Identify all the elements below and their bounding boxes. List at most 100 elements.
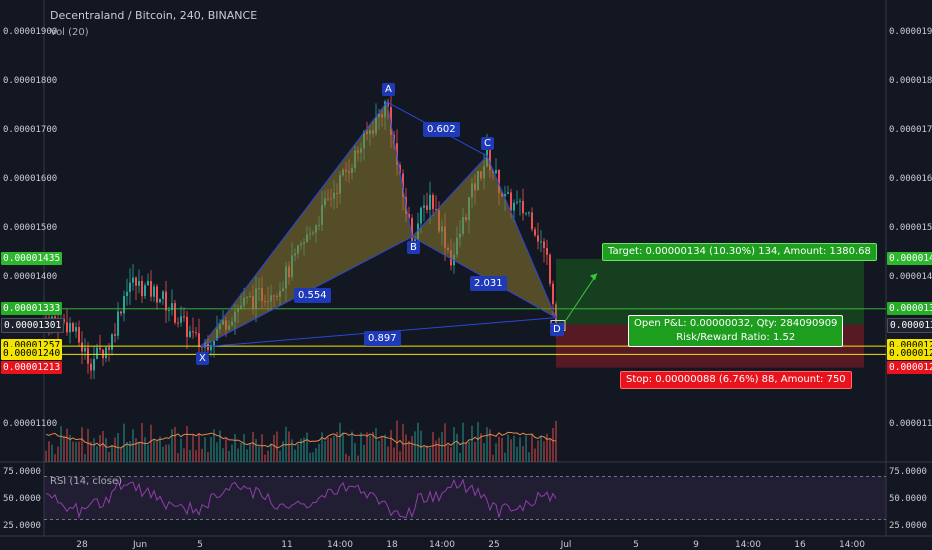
volume-bar	[279, 450, 281, 462]
volume-bar	[291, 439, 293, 462]
candle-body	[168, 309, 170, 311]
candle-body	[147, 281, 149, 286]
volume-bar	[120, 448, 122, 462]
price-tick-right: 0.00001800	[889, 76, 932, 86]
volume-bar	[339, 422, 341, 462]
rsi-indicator-label[interactable]: RSI (14, close)	[50, 476, 123, 487]
volume-bar	[420, 430, 422, 462]
pattern-point-x[interactable]: X	[196, 352, 209, 366]
pattern-point-c[interactable]: C	[481, 136, 494, 150]
price-tag-right: 0.00001213	[887, 360, 932, 374]
volume-bar	[66, 428, 68, 462]
volume-bar	[84, 454, 86, 462]
volume-bar	[381, 437, 383, 462]
candle-body	[93, 358, 95, 371]
pattern-ratio-xab[interactable]: 0.554	[294, 288, 331, 303]
candle-body	[399, 164, 401, 174]
volume-bar	[537, 440, 539, 462]
stop-label[interactable]: Stop: 0.00000088 (6.76%) 88, Amount: 750	[620, 370, 852, 389]
volume-bar	[267, 450, 269, 462]
pattern-ratio-bcd[interactable]: 2.031	[470, 276, 507, 291]
volume-bar	[99, 435, 101, 462]
volume-bar	[450, 447, 452, 462]
volume-bar	[54, 454, 56, 462]
volume-bar	[447, 445, 449, 462]
time-tick: 14:00	[735, 540, 761, 550]
time-tick: 5	[633, 540, 639, 550]
volume-bar	[324, 440, 326, 462]
pattern-ratio-xad[interactable]: 0.897	[364, 331, 401, 346]
volume-bar	[174, 426, 176, 462]
volume-bar	[270, 443, 272, 462]
volume-bar	[483, 443, 485, 462]
volume-bar	[429, 447, 431, 462]
volume-bar	[363, 444, 365, 462]
volume-bar	[123, 423, 125, 462]
candle-body	[495, 170, 497, 174]
price-tag-left: 0.00001435	[1, 251, 63, 265]
price-tag-right: 0.00001333	[887, 301, 932, 315]
volume-bar	[240, 443, 242, 462]
volume-bar	[471, 425, 473, 462]
candle-body	[123, 296, 125, 314]
price-tick-right: 0.00001700	[889, 125, 932, 135]
volume-bar	[330, 438, 332, 462]
volume-bar	[423, 446, 425, 462]
volume-bar	[552, 427, 554, 462]
rsi-band	[44, 476, 886, 520]
pattern-ratio-abc[interactable]: 0.602	[423, 122, 460, 137]
volume-bar	[243, 434, 245, 462]
pattern-point-d[interactable]: D	[550, 322, 564, 336]
candle-body	[156, 286, 158, 303]
pnl-label[interactable]: Open P&L: 0.00000032, Qty: 284090909 Risk…	[628, 314, 844, 347]
candle-body	[99, 347, 101, 350]
volume-bar	[189, 449, 191, 462]
volume-bar	[168, 444, 170, 462]
candle-body	[195, 332, 197, 334]
volume-bar	[165, 444, 167, 462]
volume-bar	[444, 423, 446, 462]
volume-bar	[390, 429, 392, 462]
volume-bar	[222, 448, 224, 462]
volume-indicator-label[interactable]: Vol (20)	[50, 27, 89, 38]
volume-bar	[399, 451, 401, 462]
volume-bar	[327, 437, 329, 462]
volume-bar	[171, 429, 173, 462]
volume-bar	[351, 431, 353, 462]
candle-body	[114, 334, 116, 336]
volume-bar	[216, 442, 218, 462]
volume-bar	[516, 446, 518, 462]
volume-bar	[459, 452, 461, 462]
candle-body	[534, 229, 536, 236]
volume-bar	[387, 446, 389, 462]
volume-bar	[237, 448, 239, 462]
volume-bar	[507, 434, 509, 462]
candle-body	[414, 239, 416, 243]
volume-bar	[81, 427, 83, 462]
rsi-tick-right: 50.0000	[889, 494, 927, 504]
price-tag-right: 0.00001435	[887, 251, 932, 265]
volume-bar	[540, 436, 542, 462]
volume-bar	[555, 421, 557, 462]
volume-bar	[441, 432, 443, 462]
target-label[interactable]: Target: 0.00000134 (10.30%) 134, Amount:…	[602, 242, 877, 261]
volume-bar	[300, 438, 302, 462]
candle-body	[96, 347, 98, 359]
pattern-point-b[interactable]: B	[407, 240, 420, 254]
volume-bar	[525, 435, 527, 462]
volume-bar	[288, 431, 290, 462]
rsi-tick-left: 50.0000	[3, 494, 41, 504]
time-tick: 14:00	[429, 540, 455, 550]
candle-body	[432, 194, 434, 210]
volume-bar	[345, 453, 347, 462]
time-tick: 18	[386, 540, 398, 550]
volume-bar	[321, 432, 323, 462]
volume-bar	[348, 455, 350, 462]
candle-body	[522, 200, 524, 214]
candle-body	[552, 283, 554, 305]
volume-bar	[297, 444, 299, 462]
volume-bar	[372, 431, 374, 462]
volume-bar	[150, 424, 152, 462]
pattern-point-a[interactable]: A	[382, 83, 395, 97]
